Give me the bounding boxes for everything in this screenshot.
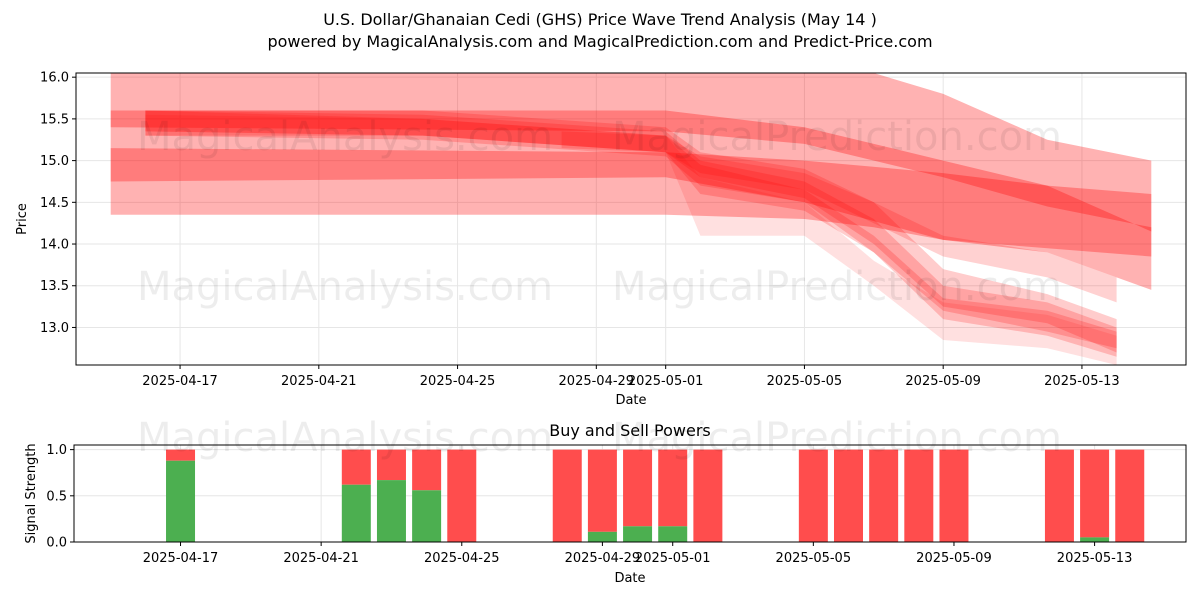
signal-y-axis-label: Signal Strength bbox=[24, 443, 39, 543]
sell-power-bar bbox=[1115, 449, 1145, 542]
sell-power-bar bbox=[587, 449, 617, 532]
price-x-tick-label: 2025-05-01 bbox=[628, 374, 704, 389]
signal-x-tick-label: 2025-04-29 bbox=[565, 551, 641, 566]
sell-power-bar bbox=[1044, 449, 1074, 542]
price-y-tick-label: 14.5 bbox=[40, 196, 69, 211]
sell-power-bar bbox=[341, 449, 371, 485]
sell-power-bar bbox=[869, 449, 899, 542]
sell-power-bar bbox=[904, 449, 934, 542]
price-bands bbox=[110, 73, 1152, 365]
wave-band bbox=[110, 110, 1152, 232]
price-x-tick-label: 2025-04-29 bbox=[559, 374, 635, 389]
price-frame bbox=[75, 72, 1187, 366]
buy-power-bar bbox=[166, 460, 196, 542]
signal-x-tick-label: 2025-04-17 bbox=[143, 551, 219, 566]
chart-subtitle: powered by MagicalAnalysis.com and Magic… bbox=[267, 32, 933, 51]
signal-x-tick-label: 2025-05-05 bbox=[776, 551, 852, 566]
price-x-tick-label: 2025-05-13 bbox=[1044, 374, 1120, 389]
sell-power-bar bbox=[376, 449, 406, 481]
price-x-tick-label: 2025-05-09 bbox=[905, 374, 981, 389]
signal-x-tick-label: 2025-04-21 bbox=[283, 551, 359, 566]
buy-power-bar bbox=[1080, 537, 1110, 542]
signal-panel-title: Buy and Sell Powers bbox=[549, 421, 711, 440]
signal-x-axis-label: Date bbox=[614, 571, 645, 586]
sell-power-bar bbox=[798, 449, 828, 542]
signal-panel: 2025-04-17 2025-04-21 2025-04-25 2025-04-29… bbox=[24, 421, 1187, 586]
signal-y-tick-label: 0.0 bbox=[46, 536, 67, 551]
buy-power-bar bbox=[376, 480, 406, 542]
price-x-axis-label: Date bbox=[615, 393, 646, 408]
buy-power-bar bbox=[587, 531, 617, 542]
watermark-text: MagicalAnalysis.com bbox=[137, 114, 553, 160]
price-y-tick-label: 15.0 bbox=[40, 154, 69, 169]
sell-power-bar bbox=[693, 449, 723, 542]
wave-band bbox=[110, 73, 1152, 290]
sell-power-bar bbox=[447, 449, 477, 542]
wave-band bbox=[110, 148, 1152, 257]
buy-power-bar bbox=[341, 484, 371, 542]
sell-power-bar bbox=[833, 449, 863, 542]
signal-y-tick-label: 0.5 bbox=[46, 489, 67, 504]
wave-band bbox=[145, 114, 1117, 365]
sell-power-bar bbox=[658, 449, 688, 527]
signal-y-tick-label: 1.0 bbox=[46, 443, 67, 458]
price-x-tick-label: 2025-04-25 bbox=[420, 374, 496, 389]
watermark-text: MagicalPrediction.com bbox=[612, 264, 1062, 310]
buy-power-bar bbox=[412, 490, 442, 542]
watermark-text: MagicalPrediction.com bbox=[612, 415, 1062, 461]
sell-power-bar bbox=[623, 449, 653, 527]
chart-title: U.S. Dollar/Ghanaian Cedi (GHS) Price Wa… bbox=[323, 10, 877, 29]
buy-power-bar bbox=[658, 526, 688, 542]
price-panel: 2025-04-17 2025-04-21 2025-04-25 2025-04-29… bbox=[15, 71, 1187, 408]
price-y-tick-label: 16.0 bbox=[40, 71, 69, 86]
signal-x-tick-label: 2025-04-25 bbox=[424, 551, 500, 566]
price-y-tick-label: 13.5 bbox=[40, 279, 69, 294]
wave-band bbox=[145, 110, 1117, 357]
signal-x-tick-label: 2025-05-09 bbox=[916, 551, 992, 566]
sell-power-bar bbox=[939, 449, 969, 542]
watermark-text: MagicalAnalysis.com bbox=[137, 264, 553, 310]
sell-power-bar bbox=[412, 449, 442, 491]
buy-power-bar bbox=[623, 526, 653, 542]
signal-x-tick-label: 2025-05-13 bbox=[1057, 551, 1133, 566]
wave-band bbox=[145, 110, 1117, 349]
price-x-tick-label: 2025-04-21 bbox=[281, 374, 357, 389]
sell-power-bar bbox=[166, 449, 196, 461]
signal-x-tick-label: 2025-05-01 bbox=[635, 551, 711, 566]
watermark-text: MagicalPrediction.com bbox=[612, 114, 1062, 160]
signal-frame bbox=[73, 444, 1187, 543]
price-x-tick-label: 2025-04-17 bbox=[142, 374, 218, 389]
watermark-text: MagicalAnalysis.com bbox=[137, 415, 553, 461]
sell-power-bar bbox=[552, 449, 582, 542]
price-y-tick-label: 14.0 bbox=[40, 238, 69, 253]
price-y-axis-label: Price bbox=[15, 203, 30, 235]
sell-power-bar bbox=[1080, 449, 1110, 538]
wave-band bbox=[561, 131, 1117, 303]
price-y-tick-label: 13.0 bbox=[40, 321, 69, 336]
price-y-tick-label: 15.5 bbox=[40, 112, 69, 127]
price-x-tick-label: 2025-05-05 bbox=[767, 374, 843, 389]
